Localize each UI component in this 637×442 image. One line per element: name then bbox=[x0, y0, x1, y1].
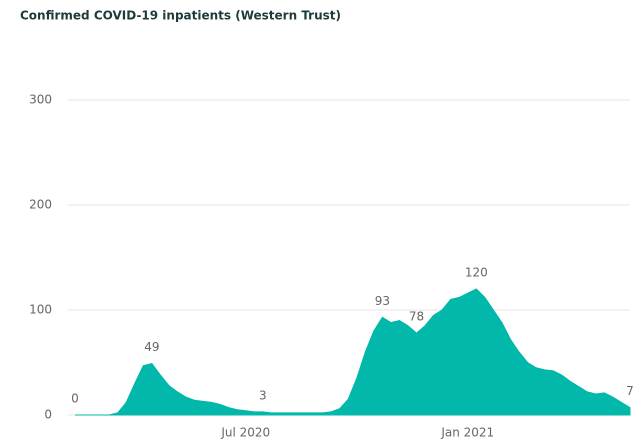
x-tick-label: Jan 2021 bbox=[440, 426, 494, 440]
data-label: 0 bbox=[71, 392, 79, 406]
data-label: 3 bbox=[259, 388, 267, 402]
data-label: 7 bbox=[626, 384, 634, 398]
area bbox=[75, 288, 631, 416]
data-label: 78 bbox=[409, 310, 424, 324]
x-tick-label: Jul 2020 bbox=[220, 426, 270, 440]
data-label: 93 bbox=[375, 294, 390, 308]
y-tick-label: 300 bbox=[29, 93, 52, 107]
data-label: 120 bbox=[465, 266, 488, 280]
chart-title: Confirmed COVID-19 inpatients (Western T… bbox=[20, 9, 341, 23]
y-tick-label: 200 bbox=[29, 198, 52, 212]
y-tick-label: 100 bbox=[29, 303, 52, 317]
y-tick-label: 0 bbox=[44, 408, 52, 422]
data-label: 49 bbox=[144, 340, 159, 354]
